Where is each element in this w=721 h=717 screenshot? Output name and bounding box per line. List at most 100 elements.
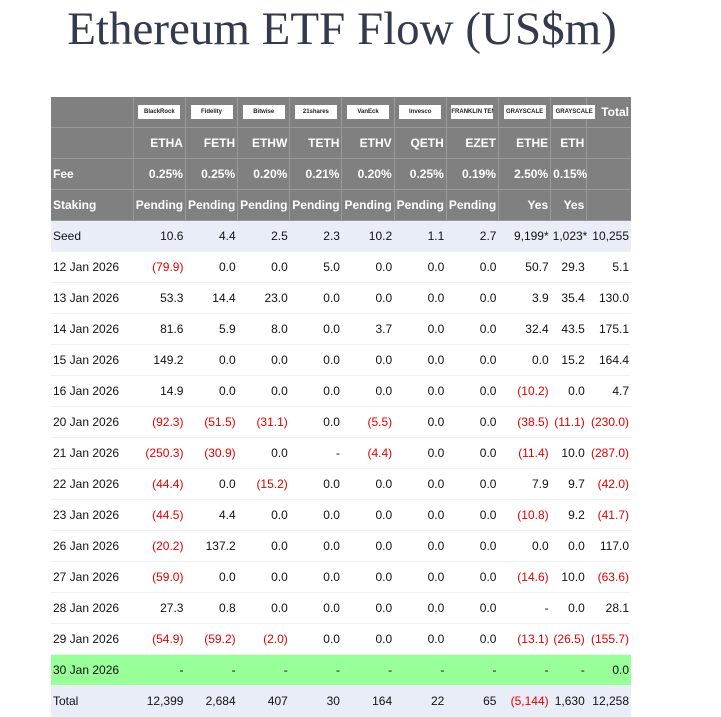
flow-value: 7.9 [498,468,551,500]
issuer-cell: VanEck [341,97,395,128]
flow-value: 0.0 [289,282,342,314]
flow-value: 0.0 [446,499,499,531]
staking: Pending [341,189,395,221]
flow-value: 0.0 [341,623,395,655]
flow-value: - [341,654,395,686]
flow-value: (59.0) [133,561,186,593]
row-label: 16 Jan 2026 [51,375,134,407]
flow-value: - [133,654,186,686]
issuer-cell: 21shares [289,97,342,128]
flow-value: 0.0 [341,499,395,531]
flow-value: 10.6 [133,220,186,252]
flow-value: 0.0 [185,468,238,500]
flow-value: (38.5) [498,406,551,438]
flow-value: - [498,592,551,624]
flow-value: 137.2 [185,530,238,562]
flow-value: 3.7 [341,313,395,345]
flow-value: 2.5 [237,220,290,252]
flow-value: (79.9) [133,251,186,283]
row-label: 30 Jan 2026 [51,654,134,686]
header-row: Staking Pending Pending Pending Pending Pendi… [51,189,631,221]
staking: Pending [184,189,238,221]
fee: 2.50% [497,158,551,190]
data-row: 22 Jan 2026 (44.4) 0.0 (15.2) 0.0 0.0 0.0 0.0 7.… [51,468,631,500]
flow-value: 407 [237,685,290,717]
staking: Pending [393,189,447,221]
flow-value: (15.2) [237,468,290,500]
flow-value: (26.5) [550,623,587,655]
flow-value: 0.0 [185,344,238,376]
flow-value: (42.0) [586,468,631,500]
flow-value: (11.4) [498,437,551,469]
flow-value: 0.0 [289,406,342,438]
data-row: 23 Jan 2026 (44.5) 4.4 0.0 0.0 0.0 0.0 0.0 (10.8… [51,499,631,531]
flow-value: 9,199* [498,220,551,252]
flow-value: 5.9 [185,313,238,345]
data-row: 15 Jan 2026 149.2 0.0 0.0 0.0 0.0 0.0 0.0 0.0 15.… [51,344,631,376]
flow-value: 0.0 [394,344,447,376]
data-row: 27 Jan 2026 (59.0) 0.0 0.0 0.0 0.0 0.0 0.0 (14.6… [51,561,631,593]
row-label: 22 Jan 2026 [51,468,134,500]
flow-value: 0.0 [394,406,447,438]
data-row: 29 Jan 2026 (54.9) (59.2) (2.0) 0.0 0.0 0.0 0.0… [51,623,631,655]
row-label [51,127,134,159]
header-row: Fee 0.25% 0.25% 0.20% 0.21% 0.20% 0.25% 0.19% 2.… [51,158,631,190]
flow-value: (5,144) [498,685,551,717]
issuer-logo: GRAYSCALE [553,105,596,120]
flow-value: 0.0 [394,530,447,562]
flow-value: 0.0 [289,561,342,593]
flow-value: 0.0 [446,406,499,438]
data-row: 12 Jan 2026 (79.9) 0.0 0.0 5.0 0.0 0.0 0.0 50.7 2… [51,251,631,283]
issuer-logo: VanEck [347,105,390,120]
flow-value: 5.1 [586,251,631,283]
flow-value: (13.1) [498,623,551,655]
flow-value: 0.0 [394,251,447,283]
data-row: 26 Jan 2026 (20.2) 137.2 0.0 0.0 0.0 0.0 0.0 0.0… [51,530,631,562]
flow-value: 117.0 [586,530,631,562]
issuer-cell: Invesco [393,97,447,128]
fee: 0.21% [289,158,342,190]
flow-value: 29.3 [550,251,587,283]
row-label: Seed [51,220,134,252]
issuer-logo: BlackRock [138,105,181,120]
ticker: EZET [445,127,499,159]
data-row: 28 Jan 2026 27.3 0.8 0.0 0.0 0.0 0.0 0.0-0.0 28.… [51,592,631,624]
flow-value: 0.0 [341,468,395,500]
flow-value: (92.3) [133,406,186,438]
flow-value: 130.0 [586,282,631,314]
flow-value: 65 [446,685,499,717]
flow-value: 0.0 [550,592,587,624]
flow-value: 0.0 [394,468,447,500]
flow-value: 0.0 [341,530,395,562]
issuer-cell: BlackRock [132,97,186,128]
flow-value: 0.0 [341,592,395,624]
row-label: 28 Jan 2026 [51,592,134,624]
flow-value: (10.8) [498,499,551,531]
row-label: 29 Jan 2026 [51,623,134,655]
row-label: Staking [51,189,134,221]
fee: 0.20% [341,158,395,190]
flow-value: 2,684 [185,685,238,717]
flow-value: 175.1 [586,313,631,345]
flow-value: 0.8 [185,592,238,624]
flow-value: 14.4 [185,282,238,314]
flow-value: (20.2) [133,530,186,562]
row-label: 21 Jan 2026 [51,437,134,469]
data-row: 30 Jan 2026- - - - - - - - -0.0 [51,654,631,686]
flow-value: (4.4) [341,437,395,469]
flow-value: (41.7) [586,499,631,531]
row-label: 23 Jan 2026 [51,499,134,531]
flow-value: 9.7 [550,468,587,500]
flow-value: 14.9 [133,375,186,407]
row-label: 20 Jan 2026 [51,406,134,438]
ticker: TETH [289,127,342,159]
flow-value: 149.2 [133,344,186,376]
data-row: 20 Jan 2026 (92.3) (51.5) (31.1) 0.0 (5.5) 0.0… [51,406,631,438]
issuer-cell: Fidelity [184,97,238,128]
flow-value: 50.7 [498,251,551,283]
header-row: BlackRock Fidelity Bitwise 21shares VanEck In… [51,97,631,128]
flow-value: 0.0 [446,468,499,500]
flow-value: (11.1) [550,406,587,438]
total-header [586,189,631,221]
flow-value: - [185,654,238,686]
